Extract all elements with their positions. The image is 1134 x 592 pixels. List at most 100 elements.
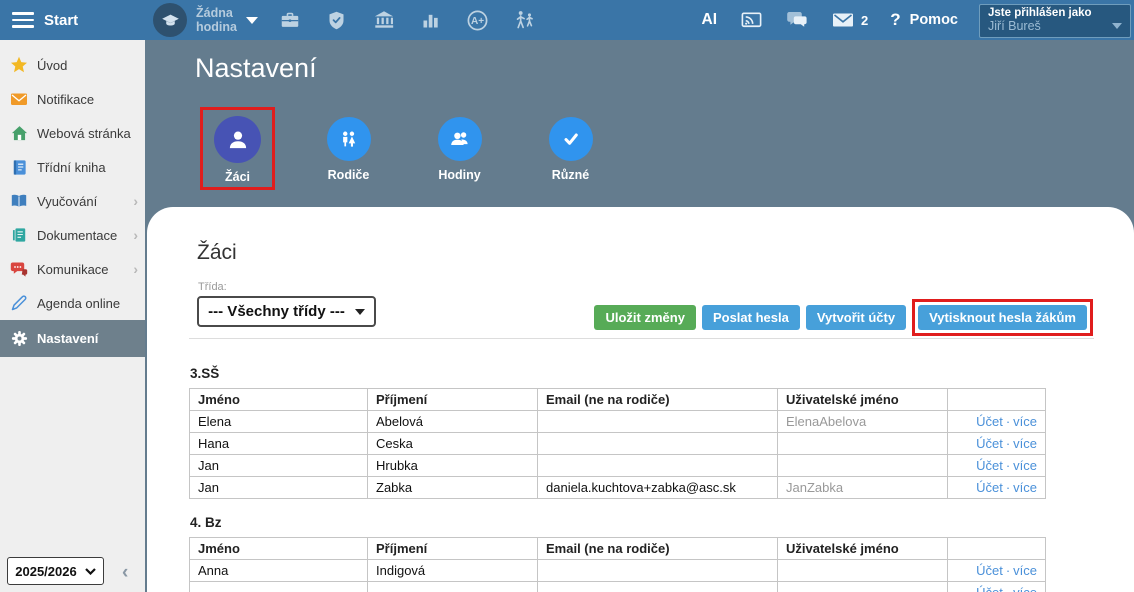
- shield-check-icon[interactable]: [325, 9, 348, 32]
- class-group-3ss: 3.SŠ Jméno Příjmení Email (ne na rodiče)…: [189, 366, 1090, 499]
- more-link[interactable]: více: [1013, 563, 1037, 578]
- lesson-status: Žádna hodina: [196, 5, 237, 34]
- sidebar-item-komunikace[interactable]: Komunikace ›: [0, 252, 145, 286]
- sidebar-item-uvod[interactable]: Úvod: [0, 48, 145, 82]
- person-icon: [214, 116, 261, 163]
- question-mark-icon: ?: [890, 10, 901, 29]
- class-group-title: 3.SŠ: [190, 366, 220, 381]
- students-panel: Žáci Třída: --- Všechny třídy --- Uložit…: [147, 207, 1134, 592]
- table-row: Jan Hrubka Účet · více: [189, 454, 1046, 477]
- students-table: Jméno Příjmení Email (ne na rodiče) Uživ…: [189, 388, 1046, 499]
- sidebar-item-agenda-online[interactable]: Agenda online: [0, 286, 145, 320]
- chevron-right-icon: ›: [133, 193, 138, 209]
- main-content: Nastavení Žáci Rodiče Hodiny: [145, 40, 1134, 592]
- briefcase-icon[interactable]: [278, 9, 301, 32]
- graduation-cap-icon: [153, 3, 187, 37]
- table-header-row: Jméno Příjmení Email (ne na rodiče) Uživ…: [189, 388, 1046, 411]
- chat-bubbles-icon: [10, 260, 28, 278]
- class-group-4bz: 4. Bz Jméno Příjmení Email (ne na rodiče…: [189, 515, 1090, 592]
- school-year-select[interactable]: 2025/2026: [7, 557, 104, 585]
- sidebar-item-nastaveni[interactable]: Nastavení: [0, 320, 145, 357]
- settings-tabs: Žáci Rodiče Hodiny Různé: [182, 107, 626, 190]
- send-passwords-button[interactable]: Poslat hesla: [701, 305, 800, 330]
- collapse-sidebar-button[interactable]: ‹: [122, 562, 129, 583]
- envelope-icon: [831, 8, 855, 32]
- tab-rodice[interactable]: Rodiče: [293, 107, 404, 182]
- group-icon: [437, 117, 482, 161]
- chevron-down-icon: [354, 308, 365, 315]
- more-link[interactable]: více: [1013, 458, 1037, 473]
- account-link[interactable]: Účet: [976, 458, 1003, 473]
- highlight-box: Vytisknout hesla žákům: [912, 299, 1093, 336]
- chevron-down-icon: [1112, 23, 1122, 29]
- table-row: Elena Abelová ElenaAbelova Účet · více: [189, 410, 1046, 433]
- panel-title: Žáci: [197, 241, 237, 264]
- highlight-box: Žáci: [200, 107, 275, 190]
- table-row: Jan Zabka daniela.kuchtova+zabka@asc.sk …: [189, 476, 1046, 499]
- bank-icon[interactable]: [372, 9, 395, 32]
- account-link[interactable]: Účet: [976, 436, 1003, 451]
- table-row: Účet·více: [189, 581, 1046, 592]
- sidebar-item-vyucovani[interactable]: Vyučování ›: [0, 184, 145, 218]
- tab-hodiny[interactable]: Hodiny: [404, 107, 515, 182]
- account-link[interactable]: Účet: [976, 414, 1003, 429]
- page-title: Nastavení: [195, 53, 317, 83]
- unread-count-badge: 2: [861, 12, 869, 28]
- account-link[interactable]: Účet: [976, 563, 1003, 578]
- class-group-title: 4. Bz: [190, 515, 222, 530]
- chevron-down-icon: [84, 567, 96, 575]
- chevron-right-icon: ›: [133, 261, 138, 277]
- sidebar-item-dokumentace[interactable]: Dokumentace ›: [0, 218, 145, 252]
- gear-icon: [10, 330, 28, 348]
- ai-button[interactable]: AI: [701, 11, 718, 28]
- table-header-row: Jméno Příjmení Email (ne na rodiče) Uživ…: [189, 537, 1046, 560]
- house-icon: [10, 124, 28, 142]
- svg-text:A+: A+: [471, 16, 484, 27]
- user-name: Jiří Bureš: [988, 19, 1041, 33]
- account-link[interactable]: Účet: [976, 585, 1003, 592]
- star-icon: [10, 56, 28, 74]
- tab-ruzne[interactable]: Různé: [515, 107, 626, 182]
- topbar: Start Žádna hodina A+ AI: [0, 0, 1134, 40]
- more-link[interactable]: více: [1013, 436, 1037, 451]
- signed-in-as-label: Jste přihlášen jako: [988, 7, 1092, 19]
- cast-icon[interactable]: [739, 8, 763, 32]
- current-lesson[interactable]: Žádna hodina: [153, 0, 258, 40]
- table-row: Hana Ceska Účet · více: [189, 432, 1046, 455]
- envelope-icon: [10, 90, 28, 108]
- create-accounts-button[interactable]: Vytvořit účty: [805, 305, 907, 330]
- sidebar-item-webova-stranka[interactable]: Webová stránka: [0, 116, 145, 150]
- check-icon: [548, 117, 593, 161]
- bar-chart-icon[interactable]: [419, 9, 442, 32]
- notebook-icon: [10, 158, 28, 176]
- chevron-down-icon: [245, 16, 258, 24]
- more-link[interactable]: více: [1013, 585, 1037, 592]
- open-book-icon: [10, 192, 28, 210]
- sidebar-item-notifikace[interactable]: Notifikace: [0, 82, 145, 116]
- class-filter-label: Třída:: [198, 281, 227, 293]
- chevron-right-icon: ›: [133, 227, 138, 243]
- table-row: Anna Indigová Účet · více: [189, 559, 1046, 582]
- document-icon: [10, 226, 28, 244]
- chat-icon[interactable]: [785, 8, 809, 32]
- sidebar-item-tridni-kniha[interactable]: Třídní kniha: [0, 150, 145, 184]
- pen-icon: [10, 294, 28, 312]
- sidebar: Úvod Notifikace Webová stránka Třídní kn…: [0, 40, 145, 592]
- messages-button[interactable]: 2: [831, 8, 868, 32]
- parents-icon: [326, 117, 371, 161]
- grades-aplus-icon[interactable]: A+: [466, 9, 489, 32]
- help-button[interactable]: ? Pomoc: [890, 10, 958, 29]
- action-buttons: Uložit změny Poslat hesla Vytvořit účty …: [594, 299, 1093, 336]
- class-filter-select[interactable]: --- Všechny třídy ---: [197, 296, 376, 327]
- tab-zaci[interactable]: Žáci: [182, 107, 293, 190]
- more-link[interactable]: více: [1013, 480, 1037, 495]
- start-button[interactable]: Start: [44, 12, 79, 29]
- print-passwords-button[interactable]: Vytisknout hesla žákům: [918, 305, 1087, 330]
- menu-icon[interactable]: [12, 12, 34, 28]
- walking-people-icon[interactable]: [513, 9, 536, 32]
- divider: [189, 338, 1094, 339]
- save-changes-button[interactable]: Uložit změny: [594, 305, 696, 330]
- user-menu[interactable]: Jste přihlášen jako Jiří Bureš: [979, 4, 1131, 38]
- more-link[interactable]: více: [1013, 414, 1037, 429]
- account-link[interactable]: Účet: [976, 480, 1003, 495]
